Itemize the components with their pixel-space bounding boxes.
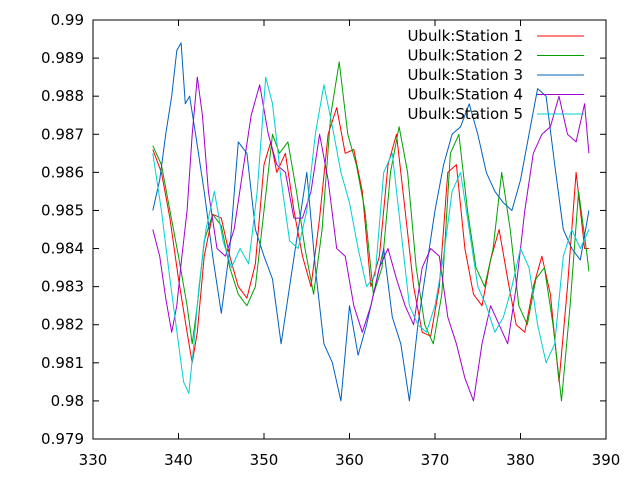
x-tick-label: 360	[335, 451, 364, 469]
series-line-4	[152, 76, 590, 402]
y-tick-label: 0.99	[51, 11, 84, 29]
x-tick-label: 380	[506, 451, 535, 469]
y-tick-label: 0.982	[41, 316, 84, 334]
x-tick-label: 340	[164, 451, 193, 469]
y-tick-label: 0.981	[41, 354, 84, 372]
series-line-2	[152, 61, 590, 402]
y-tick-label: 0.985	[41, 201, 84, 219]
y-tick-label: 0.983	[41, 278, 84, 296]
y-tick-label: 0.989	[41, 49, 84, 67]
legend-label: Ubulk:Station 3	[407, 66, 523, 84]
x-tick-label: 370	[421, 451, 450, 469]
y-tick-label: 0.988	[41, 87, 84, 105]
legend-label: Ubulk:Station 2	[407, 47, 523, 65]
legend-label: Ubulk:Station 4	[407, 86, 523, 104]
series-layer	[152, 42, 590, 402]
y-tick-label: 0.987	[41, 125, 84, 143]
axis-ticks: 0.979 0.98 0.981 0.982 0.983 0.984 0.985 0.986 0…	[41, 11, 620, 469]
y-tick-label: 0.986	[41, 163, 84, 181]
x-tick-label: 390	[592, 451, 621, 469]
y-tick-label: 0.984	[41, 240, 84, 258]
x-tick-label: 330	[79, 451, 108, 469]
legend-label: Ubulk:Station 1	[407, 27, 523, 45]
y-tick-label: 0.98	[51, 392, 84, 410]
x-tick-label: 350	[250, 451, 279, 469]
legend-label: Ubulk:Station 5	[407, 105, 523, 123]
plot-frame	[92, 19, 607, 440]
series-line-1	[152, 107, 589, 383]
series-line-5	[152, 76, 590, 394]
series-line-3	[152, 42, 590, 402]
y-tick-label: 0.979	[41, 430, 84, 448]
